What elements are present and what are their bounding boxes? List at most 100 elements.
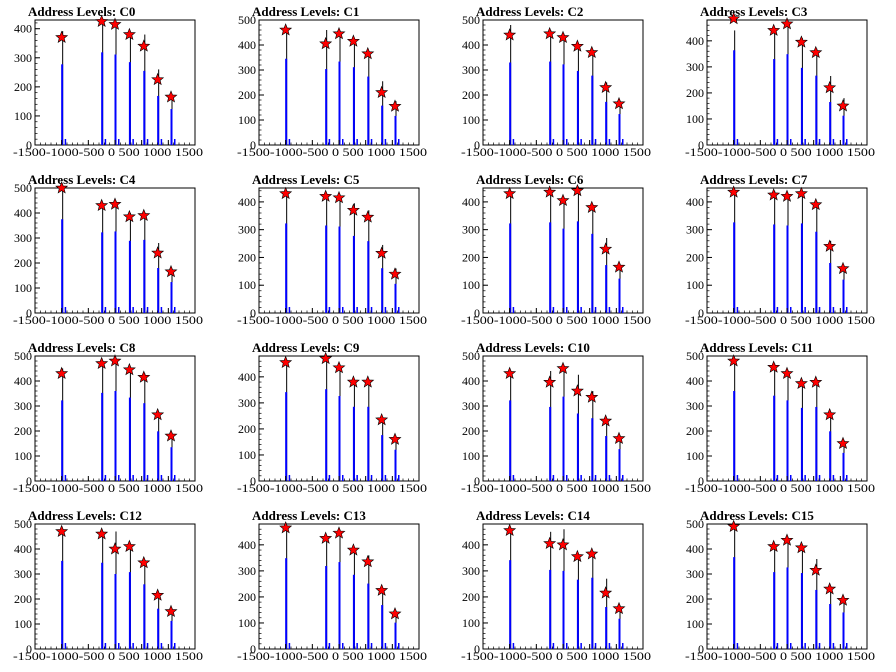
level-bar bbox=[842, 115, 845, 145]
level-bin bbox=[804, 643, 806, 649]
level-bar bbox=[325, 389, 328, 481]
level-bin bbox=[328, 139, 331, 145]
level-bar bbox=[61, 219, 64, 313]
level-bin bbox=[64, 643, 67, 649]
level-marker bbox=[95, 14, 109, 27]
level-bin bbox=[580, 307, 582, 313]
level-marker bbox=[570, 39, 584, 52]
level-marker bbox=[794, 35, 808, 48]
level-bin bbox=[356, 475, 358, 481]
level-marker bbox=[361, 554, 375, 568]
x-tick-labels: -1500-1000-500 0 500 1000 1500 bbox=[685, 649, 875, 663]
level-marker bbox=[279, 23, 293, 36]
level-bin bbox=[776, 643, 779, 649]
level-bar bbox=[352, 235, 355, 313]
level-marker bbox=[95, 527, 109, 540]
y-tick-label: 200 bbox=[14, 80, 32, 94]
chart-panel-7: Address Levels: C7 -1500-1000-500 0 500 1… bbox=[685, 172, 875, 327]
level-bar bbox=[605, 101, 608, 145]
level-bar bbox=[733, 557, 736, 649]
level-bar bbox=[128, 62, 131, 145]
level-bar bbox=[800, 407, 803, 481]
level-bin bbox=[288, 475, 291, 481]
level-marker bbox=[319, 36, 333, 50]
level-bin bbox=[356, 307, 358, 313]
level-marker bbox=[727, 519, 741, 533]
chart-panel-9: Address Levels: C9 -1500-1000-500 0 500 1… bbox=[237, 340, 427, 495]
level-bin bbox=[776, 139, 779, 145]
level-bar bbox=[509, 560, 512, 649]
level-marker bbox=[543, 185, 557, 198]
level-bar bbox=[618, 114, 621, 145]
y-tick-label: 0 bbox=[250, 306, 256, 320]
level-bar bbox=[325, 225, 328, 313]
level-bin bbox=[160, 139, 163, 145]
y-tick-label: 100 bbox=[14, 449, 32, 463]
level-bar bbox=[829, 263, 832, 313]
level-marker bbox=[612, 260, 626, 273]
level-bin bbox=[804, 139, 806, 145]
x-tick-labels: -1500-1000-500 0 500 1000 1500 bbox=[13, 313, 203, 327]
level-bar bbox=[157, 608, 160, 649]
level-bar bbox=[325, 565, 328, 649]
chart-title: Address Levels: C9 bbox=[252, 340, 360, 355]
level-bin bbox=[384, 139, 387, 145]
y-tick-label: 0 bbox=[698, 474, 704, 488]
level-marker bbox=[809, 563, 823, 576]
level-marker bbox=[137, 370, 151, 383]
level-marker bbox=[585, 547, 599, 560]
y-tick-label: 100 bbox=[686, 112, 704, 126]
level-bar bbox=[394, 622, 397, 649]
level-bar bbox=[786, 225, 789, 313]
level-bin bbox=[104, 307, 107, 313]
level-bin bbox=[174, 475, 176, 481]
level-bar bbox=[285, 223, 288, 313]
level-marker bbox=[836, 99, 850, 112]
level-marker bbox=[612, 601, 626, 615]
level-marker bbox=[612, 96, 626, 110]
level-bin bbox=[846, 475, 848, 481]
chart-title: Address Levels: C10 bbox=[476, 340, 590, 355]
level-bar bbox=[338, 226, 341, 313]
x-tick-labels: -1500-1000-500 0 500 1000 1500 bbox=[237, 481, 427, 495]
level-marker bbox=[108, 354, 122, 367]
level-bin bbox=[64, 307, 67, 313]
level-bin bbox=[552, 307, 555, 313]
level-bar bbox=[591, 418, 594, 481]
level-marker bbox=[794, 186, 808, 200]
y-tick-label: 0 bbox=[26, 642, 32, 656]
level-marker bbox=[55, 181, 69, 194]
y-tick-label: 100 bbox=[686, 617, 704, 631]
chart-title: Address Levels: C13 bbox=[252, 508, 366, 523]
level-bar bbox=[381, 268, 384, 313]
y-tick-label: 300 bbox=[462, 564, 480, 578]
level-marker bbox=[556, 361, 570, 375]
level-bin bbox=[776, 307, 779, 313]
level-bar bbox=[367, 406, 370, 481]
level-bin bbox=[608, 307, 611, 313]
level-bin bbox=[594, 307, 597, 313]
level-bin bbox=[804, 307, 806, 313]
x-tick-labels: -1500-1000-500 0 500 1000 1500 bbox=[237, 313, 427, 327]
level-bar bbox=[576, 221, 579, 313]
chart-panel-14: Address Levels: C14 -1500-1000-500 0 500 … bbox=[461, 508, 651, 663]
level-marker bbox=[388, 99, 402, 112]
y-tick-label: 200 bbox=[462, 424, 480, 438]
level-bar bbox=[733, 50, 736, 145]
level-marker bbox=[346, 543, 360, 556]
level-bar bbox=[157, 95, 160, 145]
level-marker bbox=[503, 28, 517, 41]
chart-title: Address Levels: C14 bbox=[476, 508, 590, 523]
level-marker bbox=[599, 414, 613, 427]
level-bin bbox=[512, 139, 515, 145]
level-bin bbox=[118, 139, 120, 145]
level-marker bbox=[570, 384, 584, 397]
chart-panel-10: Address Levels: C10 -1500-1000-500 0 500 … bbox=[461, 340, 651, 495]
y-tick-label: 400 bbox=[238, 38, 256, 52]
level-marker bbox=[599, 80, 613, 94]
level-bar bbox=[576, 70, 579, 145]
x-tick-labels: -1500-1000-500 0 500 1000 1500 bbox=[237, 649, 427, 663]
y-tick-label: 200 bbox=[14, 256, 32, 270]
y-tick-label: 300 bbox=[14, 51, 32, 65]
y-tick-label: 200 bbox=[238, 250, 256, 264]
